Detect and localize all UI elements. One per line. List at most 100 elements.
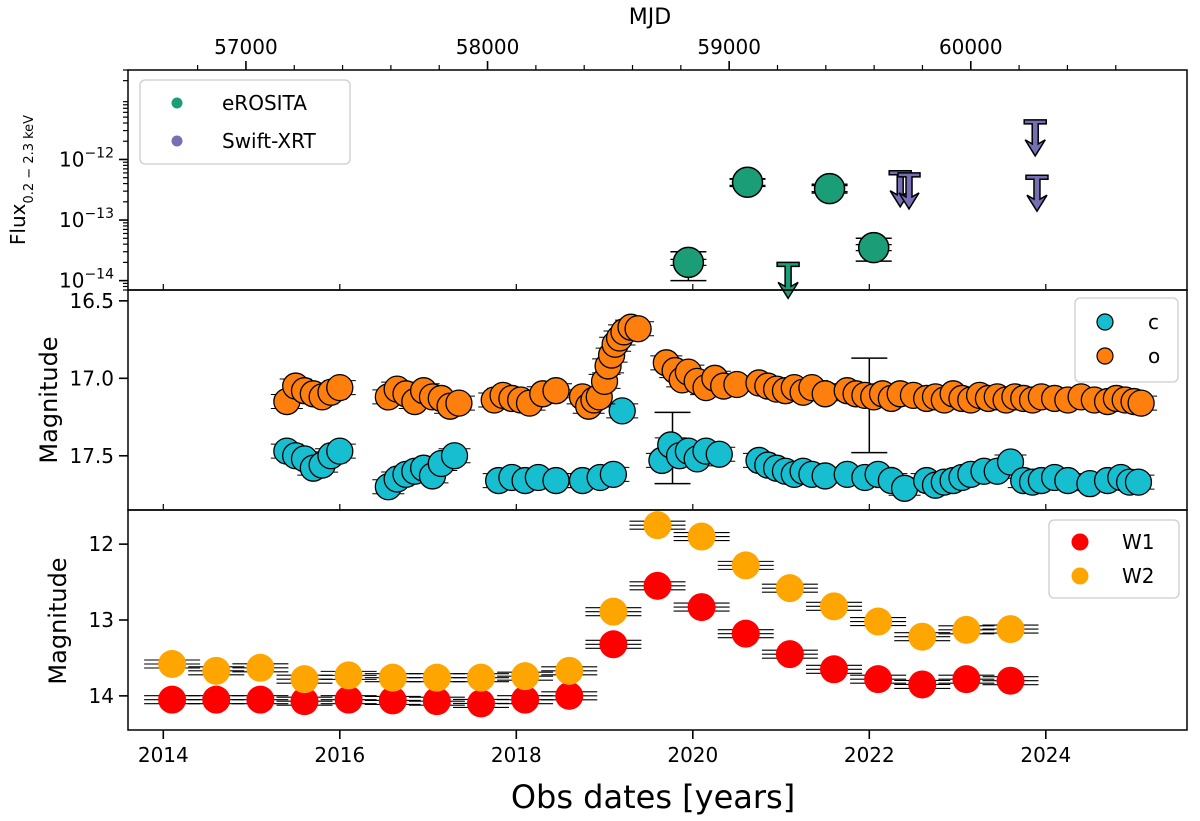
optical-point (599, 460, 628, 489)
xray-upper-limit (897, 172, 921, 211)
optical-legend-label: o (1148, 344, 1160, 368)
optical-point (326, 373, 354, 402)
xray-point (857, 231, 890, 264)
optical-point (705, 440, 733, 468)
mir-point (775, 574, 804, 603)
xray-y-tick-label: 10−14 (59, 267, 114, 293)
xray-y-tick-label-base: 10 (59, 147, 84, 171)
optical-panel: co (270, 297, 1179, 502)
mir-point (820, 655, 848, 684)
mir-y-axis-title: Magnitude (44, 557, 72, 684)
xray-panel: eROSITA Swift-XRT (139, 79, 1049, 300)
x-tick-label: 2022 (844, 743, 895, 767)
xray-upper-limit (1023, 119, 1047, 158)
mir-point (511, 662, 540, 691)
x-tick-label: 2020 (667, 743, 718, 767)
mir-point (334, 685, 363, 714)
xray-legend-marker (171, 135, 183, 147)
optical-legend-box (1074, 297, 1179, 383)
mjd-tick-label: 57000 (214, 35, 278, 59)
mir-point (290, 687, 319, 716)
mir-point (158, 650, 187, 678)
xray-y-axis-title: Flux0.2 − 2.3 keV (6, 115, 37, 245)
mir-point (908, 670, 937, 699)
mir-point (908, 622, 937, 651)
xray-y-tick-label-base: 10 (59, 269, 84, 293)
xray-legend-marker (171, 97, 183, 109)
xray-point (672, 246, 705, 279)
mir-point (555, 656, 584, 685)
mir-point (422, 687, 451, 716)
xray-legend: eROSITA Swift-XRT (139, 79, 351, 165)
optical-legend-marker (1096, 313, 1114, 331)
optical-point (1127, 389, 1155, 417)
top-axis-title: MJD (629, 5, 671, 30)
x-tick-label: 2016 (314, 743, 365, 767)
mir-point (202, 685, 231, 714)
mir-point (643, 511, 672, 540)
optical-legend-label: c (1148, 310, 1159, 334)
xray-legend-label: Swift-XRT (222, 129, 317, 153)
mir-y-tick-label: 13 (89, 608, 114, 632)
mir-point (731, 551, 760, 580)
mir-point (599, 630, 628, 659)
mir-point (952, 665, 981, 694)
mir-legend-label: W2 (1122, 564, 1155, 588)
mir-point (467, 663, 495, 692)
mir-point (246, 653, 275, 682)
x-tick-label: 2024 (1020, 743, 1071, 767)
mir-series-W2 (144, 511, 1039, 694)
xray-y-tick-label-exp: −14 (84, 267, 114, 283)
mir-point (290, 665, 319, 694)
mir-series-W1 (144, 571, 1039, 718)
optical-series-c (270, 397, 1155, 502)
xray-y-tick-label: 10−13 (59, 206, 114, 232)
optical-y-axis-title: Magnitude (35, 336, 63, 463)
mir-point (864, 607, 893, 636)
optical-y-tick-label: 17.0 (69, 366, 114, 390)
xray-point (813, 172, 846, 205)
optical-point (440, 442, 469, 470)
optical-point (608, 397, 636, 425)
optical-point (445, 389, 473, 417)
xray-y-tick-label: 10−12 (59, 145, 114, 171)
mir-point (511, 685, 540, 714)
mjd-tick-label: 58000 (456, 35, 520, 59)
xray-upper-limit (1025, 174, 1049, 213)
xray-legend-box (139, 79, 351, 165)
xray-legend-label: eROSITA (222, 91, 307, 115)
optical-point (542, 466, 570, 495)
mjd-tick-label: 59000 (697, 35, 761, 59)
mir-point (687, 522, 716, 551)
xray-series-Swift-XRT (888, 119, 1049, 213)
optical-series-o (270, 313, 1158, 420)
optical-point (542, 377, 570, 405)
mir-point (864, 665, 893, 694)
optical-y-tick-label: 16.5 (69, 289, 114, 313)
mir-point (246, 685, 275, 714)
xray-upper-limit-shape (1023, 119, 1047, 158)
xray-point (731, 166, 764, 199)
mir-point (334, 661, 363, 690)
optical-point (996, 448, 1025, 476)
mir-legend-marker (1071, 533, 1089, 551)
xray-y-axis-title-main: Flux (6, 203, 30, 245)
optical-y-tick-label: 17.5 (69, 444, 114, 468)
mir-point (378, 686, 407, 715)
optical-legend-marker (1096, 347, 1114, 365)
xray-y-tick-label-base: 10 (59, 208, 84, 232)
xray-y-tick-label-exp: −13 (84, 206, 114, 222)
x-tick-label: 2014 (138, 743, 189, 767)
mir-point (820, 592, 848, 621)
mir-legend-marker (1071, 567, 1089, 585)
optical-point (1124, 468, 1153, 496)
xray-series-eROSITA (670, 166, 892, 300)
mir-point (996, 666, 1025, 695)
mir-y-tick-label: 14 (89, 684, 114, 708)
mir-point (555, 681, 584, 710)
xray-y-tick-label-exp: −12 (84, 145, 114, 161)
mir-legend-label: W1 (1122, 530, 1155, 554)
optical-legend: co (1074, 297, 1179, 383)
panel-frames (127, 69, 1188, 731)
